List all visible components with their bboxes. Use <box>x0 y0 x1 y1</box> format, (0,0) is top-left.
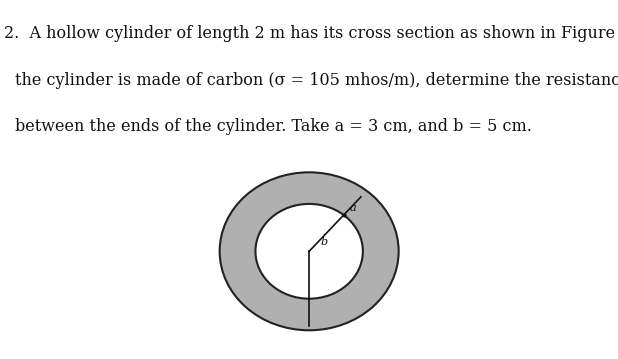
Text: 2.  A hollow cylinder of length 2 m has its cross section as shown in Figure bel: 2. A hollow cylinder of length 2 m has i… <box>4 25 618 42</box>
Text: b: b <box>320 237 328 247</box>
Circle shape <box>255 204 363 299</box>
Text: between the ends of the cylinder. Take a = 3 cm, and b = 5 cm.: between the ends of the cylinder. Take a… <box>15 118 532 135</box>
Circle shape <box>219 172 399 330</box>
Text: a: a <box>349 203 356 213</box>
Text: the cylinder is made of carbon (σ = 105 mhos/m), determine the resistance: the cylinder is made of carbon (σ = 105 … <box>15 72 618 89</box>
